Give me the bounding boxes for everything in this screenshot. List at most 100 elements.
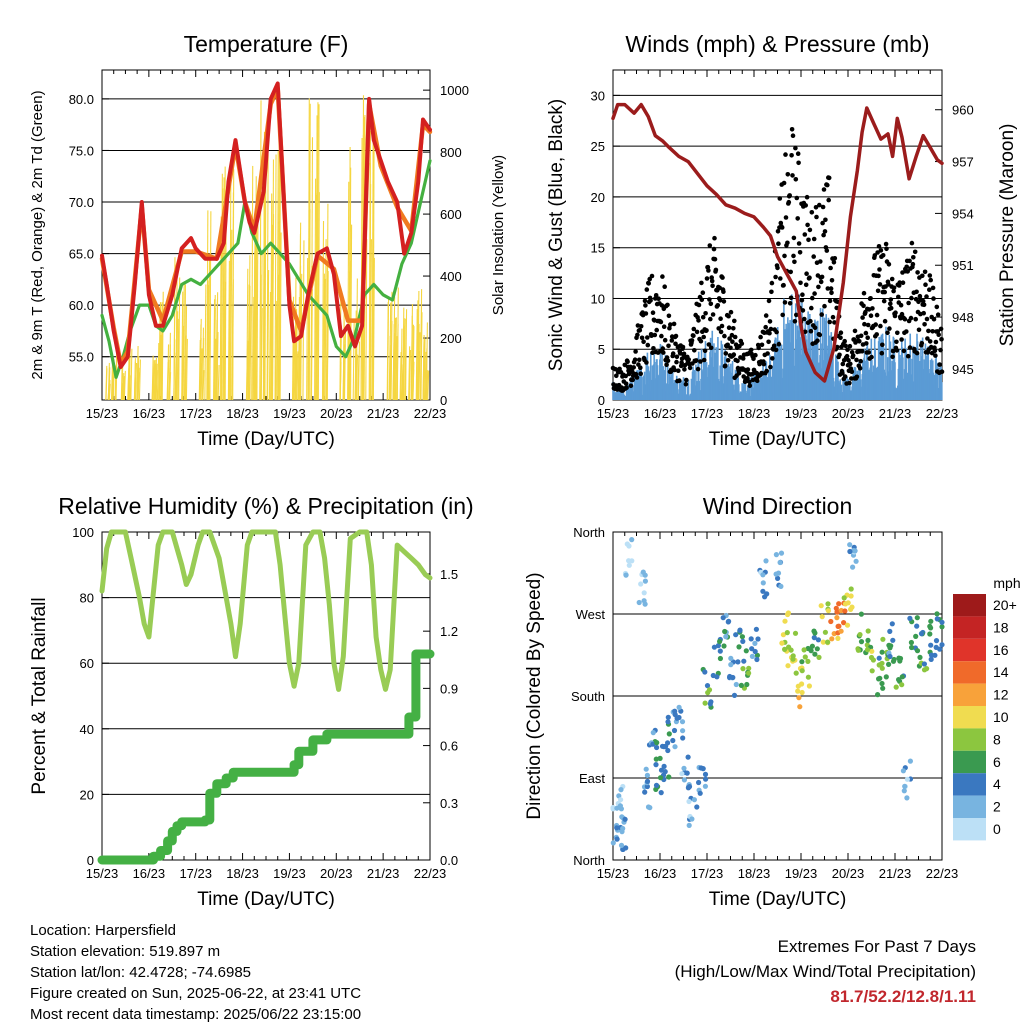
gust-point [939, 369, 945, 375]
x-tick-label: 16/23 [133, 866, 166, 881]
solar-spike [212, 299, 216, 401]
gust-point [812, 291, 817, 296]
direction-point [865, 637, 871, 644]
direction-point [680, 728, 686, 734]
solar-spike [153, 359, 156, 401]
gust-point [854, 374, 860, 380]
solar-spike [352, 319, 355, 401]
direction-point [933, 644, 939, 651]
direction-point [610, 840, 616, 846]
gust-point [709, 278, 715, 284]
gust-point [776, 241, 781, 246]
legend-swatch [953, 773, 986, 796]
solar-spike [267, 269, 270, 401]
direction-point [805, 674, 812, 680]
gust-point [637, 357, 642, 363]
direction-point [928, 656, 934, 663]
direction-point [752, 648, 758, 655]
direction-point [720, 615, 726, 621]
x-tick-label: 20/23 [320, 866, 353, 881]
gust-point [754, 370, 760, 376]
y-tick-label: 80 [80, 591, 94, 606]
solar-spike [177, 318, 180, 401]
direction-point [737, 627, 743, 633]
gust-point [789, 153, 794, 158]
chart-title: Winds (mph) & Pressure (mb) [625, 31, 929, 57]
direction-point [899, 682, 905, 688]
gust-point [704, 328, 709, 333]
solar-spike [207, 284, 210, 401]
gust-point [906, 300, 911, 306]
gust-point [632, 357, 638, 363]
direction-point [793, 670, 799, 676]
direction-point [663, 743, 669, 750]
humidity-precip-panel: 15/23 16/23 17/23 18/23 19/23 20/23 21/23 22/23… [29, 493, 474, 910]
y-tick-label: North [573, 853, 605, 868]
y-right-tick-label: 800 [440, 145, 462, 160]
direction-point [665, 714, 671, 720]
direction-point [743, 648, 749, 654]
gust-point [740, 356, 746, 361]
direction-point [711, 644, 718, 650]
gust-point [811, 236, 817, 242]
gust-point [766, 298, 772, 304]
gust-point [677, 378, 682, 384]
direction-point [722, 628, 728, 635]
gust-point [691, 326, 697, 332]
gust-point [886, 282, 891, 287]
y-right-tick-label: 1.2 [440, 624, 458, 639]
gust-point [803, 282, 809, 288]
y-right-tick-label: 600 [440, 207, 462, 222]
y-right-tick-label: 0.9 [440, 681, 458, 696]
direction-point [792, 630, 799, 636]
legend-label: 12 [993, 687, 1009, 703]
direction-point [676, 704, 682, 711]
x-tick-label: 19/23 [785, 406, 818, 421]
gust-point [815, 338, 820, 344]
direction-point [816, 654, 822, 661]
solar-spike [396, 287, 399, 401]
gust-point [662, 284, 667, 290]
gust-point [920, 273, 925, 279]
gust-point [768, 364, 773, 370]
legend-swatch [953, 638, 986, 662]
gust-point [863, 330, 869, 336]
direction-point [666, 731, 672, 737]
direction-point [834, 615, 840, 621]
direction-point [779, 640, 785, 646]
gust-point [922, 269, 928, 275]
solar-spike [138, 359, 141, 401]
gust-point [631, 365, 636, 370]
gust-point [916, 327, 922, 333]
gust-point [736, 371, 742, 376]
gust-point [643, 303, 648, 308]
direction-point [778, 583, 784, 590]
gust-point [931, 296, 936, 301]
gust-point [726, 313, 731, 319]
direction-point [921, 661, 928, 667]
gust-point [891, 285, 897, 291]
gust-point [751, 356, 756, 362]
direction-point [879, 665, 885, 671]
direction-point [686, 798, 692, 805]
gust-point [648, 298, 653, 303]
gust-point [797, 250, 803, 255]
series-precip [97, 649, 435, 865]
gust-point [872, 253, 878, 258]
gust-point [823, 217, 828, 223]
gust-point [827, 298, 833, 304]
legend-swatch [953, 706, 986, 729]
gust-point [927, 273, 933, 278]
direction-point [799, 681, 805, 687]
direction-point [907, 758, 914, 764]
gust-point [718, 316, 723, 322]
direction-point [847, 548, 853, 555]
direction-point [614, 836, 620, 842]
x-tick-label: 18/23 [226, 866, 259, 881]
direction-point [818, 603, 824, 609]
direction-point [900, 768, 907, 774]
solar-spike [339, 328, 342, 401]
direction-point [672, 708, 678, 714]
gust-point [870, 306, 875, 311]
direction-point [760, 572, 766, 578]
